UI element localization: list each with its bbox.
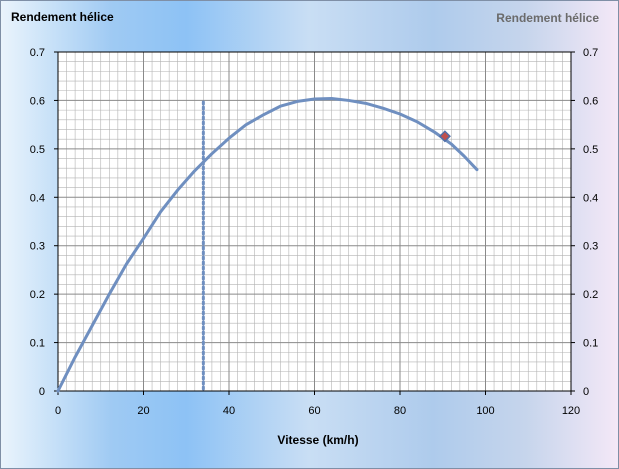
x-axis: 0 20 40 60 80 100 120 <box>55 391 580 417</box>
y-tick-label-left: 0.2 <box>30 289 45 301</box>
x-axis-label: Vitesse (km/h) <box>277 433 358 447</box>
x-tick-label: 100 <box>476 405 494 417</box>
y-axis-right: 0 0.1 0.2 0.3 0.4 0.5 0.6 0.7 <box>571 47 598 398</box>
point-marker <box>438 130 451 143</box>
y-tick-label-right: 0.1 <box>583 338 598 350</box>
y-tick-label-right: 0.2 <box>583 289 598 301</box>
y-tick-label-left: 0.4 <box>30 192 45 204</box>
x-tick-label: 0 <box>55 405 61 417</box>
x-tick-label: 20 <box>137 405 149 417</box>
y-tick-label-left: 0.1 <box>30 338 45 350</box>
x-tick-label: 120 <box>562 405 580 417</box>
chart-title-right: Rendement hélice <box>496 11 599 25</box>
y-tick-label-right: 0.5 <box>583 144 598 156</box>
y-tick-label-right: 0.7 <box>583 47 598 59</box>
y-tick-label-right: 0 <box>583 386 589 398</box>
series-layer <box>56 96 479 393</box>
y-tick-label-right: 0.4 <box>583 192 598 204</box>
y-tick-label-right: 0.6 <box>583 95 598 107</box>
x-tick-label: 40 <box>223 405 235 417</box>
y-tick-label-right: 0.3 <box>583 241 598 253</box>
x-tick-label: 80 <box>394 405 406 417</box>
y-tick-label-left: 0.5 <box>30 144 45 156</box>
y-tick-label-left: 0.7 <box>30 47 45 59</box>
y-tick-label-left: 0.6 <box>30 95 45 107</box>
series-line <box>56 96 479 393</box>
x-tick-label: 60 <box>308 405 320 417</box>
chart-title-left: Rendement hélice <box>11 10 114 24</box>
y-tick-label-left: 0.3 <box>30 241 45 253</box>
y-tick-label-left: 0 <box>39 386 45 398</box>
y-axis-left: 0 0.1 0.2 0.3 0.4 0.5 0.6 0.7 <box>30 47 58 398</box>
